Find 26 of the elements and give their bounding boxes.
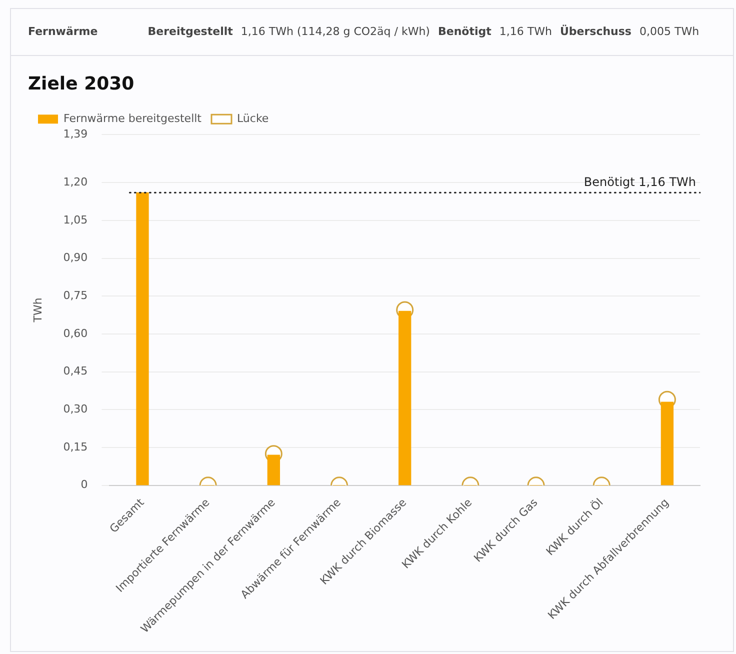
legend-label: Lücke (236, 112, 269, 125)
bar (660, 402, 674, 486)
y-axis-title: TWh (31, 298, 44, 324)
legend-label: Fernwärme bereitgestellt (64, 112, 202, 125)
bar (398, 310, 412, 486)
y-tick-label: 0,45 (63, 364, 88, 378)
y-tick-label: 0,90 (63, 251, 88, 264)
y-tick-label: 1,20 (63, 175, 88, 188)
text: Überschuss (560, 25, 632, 38)
y-tick-label: 0 (80, 478, 88, 492)
text: Benötigt (438, 25, 492, 38)
text: 1,16 TWh (499, 25, 552, 38)
bar (136, 192, 149, 486)
y-tick-label: 0,60 (63, 326, 88, 340)
y-tick-label: 1,39 (63, 127, 88, 140)
text: 1,16 TWh (114,28 g CO2äq / kWh) (240, 25, 430, 38)
y-tick-label: 0,30 (63, 402, 88, 416)
text: Bereitgestellt (148, 25, 233, 38)
y-tick-label: 0,15 (63, 440, 88, 454)
text: Fernwärme (28, 25, 98, 38)
y-tick-label: 1,05 (63, 213, 88, 226)
text: 0,005 TWh (639, 25, 700, 38)
ref-line-label: Benötigt 1,16 TWh (584, 174, 696, 189)
chart-title: Ziele 2030 (28, 73, 134, 94)
bar (267, 454, 280, 486)
y-tick-label: 0,75 (63, 288, 88, 302)
